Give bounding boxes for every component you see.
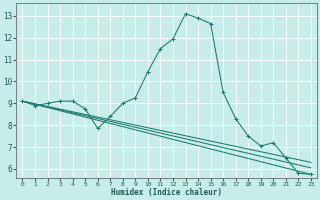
X-axis label: Humidex (Indice chaleur): Humidex (Indice chaleur) [111, 188, 222, 197]
